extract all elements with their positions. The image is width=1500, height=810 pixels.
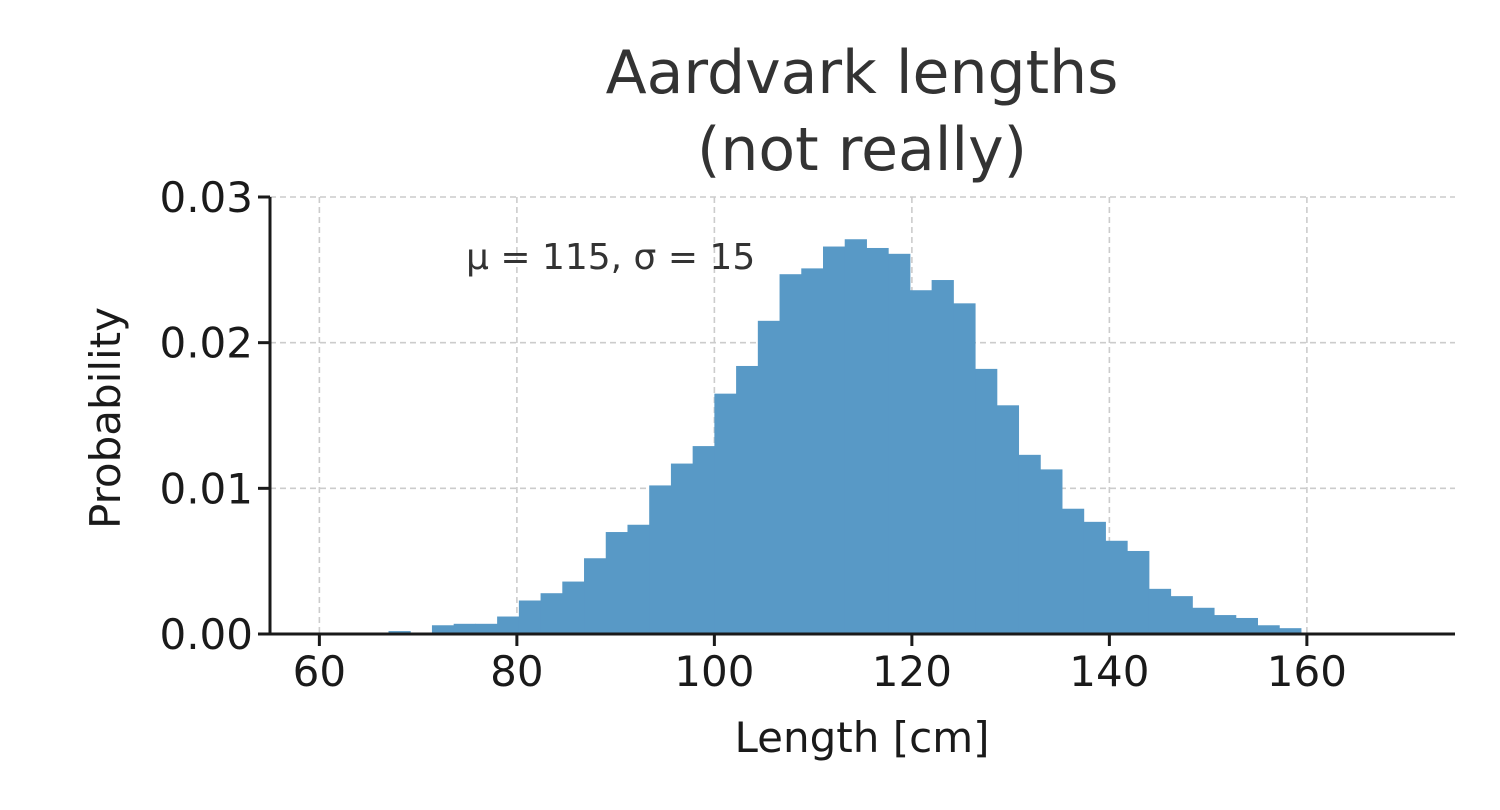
histogram-bar bbox=[1257, 625, 1280, 634]
histogram-bar bbox=[844, 239, 867, 634]
chart-title-line-1: Aardvark lengths bbox=[606, 38, 1119, 108]
x-tick-label: 80 bbox=[490, 647, 543, 696]
y-tick-label: 0.00 bbox=[159, 610, 253, 659]
histogram-bar bbox=[1235, 617, 1258, 634]
histogram-bar bbox=[996, 405, 1020, 634]
histogram-bar bbox=[1018, 454, 1041, 634]
histogram-bar bbox=[475, 623, 498, 634]
histogram-bar bbox=[1214, 615, 1237, 634]
y-tick-label: 0.01 bbox=[159, 464, 253, 513]
histogram-bars bbox=[366, 239, 1411, 634]
histogram-bar bbox=[584, 558, 607, 634]
histogram-bar bbox=[931, 280, 954, 634]
histogram-bar bbox=[670, 463, 694, 634]
x-tick-label: 120 bbox=[872, 647, 952, 696]
histogram-bar bbox=[1192, 607, 1215, 634]
histogram-bar bbox=[757, 320, 781, 634]
distribution-annotation: μ = 115, σ = 15 bbox=[466, 237, 755, 278]
y-tick-label: 0.02 bbox=[159, 319, 253, 368]
histogram-bar bbox=[1061, 508, 1085, 634]
histogram-bar bbox=[975, 368, 998, 634]
x-axis-label: Length [cm] bbox=[735, 713, 990, 762]
histogram-bar bbox=[714, 393, 737, 634]
histogram-bar bbox=[649, 485, 672, 634]
x-tick-label: 60 bbox=[293, 647, 346, 696]
histogram-bar bbox=[909, 290, 933, 634]
histogram-bar bbox=[431, 625, 455, 634]
histogram-bar bbox=[779, 274, 802, 634]
histogram-bar bbox=[888, 253, 911, 634]
y-axis-label: Probability bbox=[81, 307, 130, 529]
histogram-bar bbox=[692, 446, 715, 634]
histogram-bar bbox=[1105, 540, 1128, 634]
x-tick-label: 160 bbox=[1267, 647, 1347, 696]
histogram-bar bbox=[866, 247, 889, 634]
x-tick-label: 140 bbox=[1069, 647, 1149, 696]
histogram-bar bbox=[1170, 596, 1193, 634]
axes bbox=[258, 195, 1455, 646]
histogram-bar bbox=[540, 593, 563, 634]
histogram-bar bbox=[1279, 628, 1302, 634]
histogram-bar bbox=[518, 600, 542, 634]
histogram-bar bbox=[1148, 588, 1172, 634]
histogram-bar bbox=[497, 616, 520, 634]
chart-title-line-2: (not really) bbox=[697, 115, 1027, 185]
histogram-bar bbox=[1040, 469, 1063, 634]
histogram-bar bbox=[453, 623, 476, 634]
histogram-bar bbox=[605, 532, 628, 634]
histogram-bar bbox=[627, 524, 650, 634]
histogram-bar bbox=[823, 246, 846, 634]
histogram-bar bbox=[1083, 521, 1106, 634]
histogram-bar bbox=[1127, 550, 1150, 634]
histogram-bar bbox=[736, 365, 759, 634]
histogram-bar bbox=[953, 303, 976, 634]
tick-labels: 60 80 100 120 140 160 0.00 0.01 0.02 0.03 bbox=[159, 173, 1346, 696]
histogram-bar bbox=[801, 268, 824, 634]
y-tick-label: 0.03 bbox=[159, 173, 253, 222]
x-tick-label: 100 bbox=[674, 647, 754, 696]
histogram-bar bbox=[562, 581, 585, 634]
